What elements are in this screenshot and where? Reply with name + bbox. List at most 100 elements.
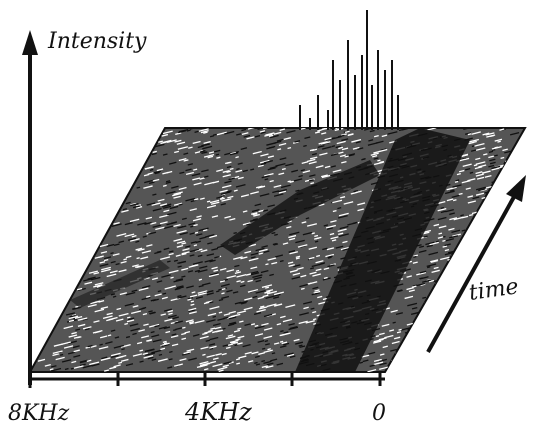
texture-stroke [265,263,269,266]
texture-stroke [219,267,227,271]
texture-stroke [191,291,196,294]
texture-stroke [127,317,135,321]
texture-stroke [152,178,160,182]
texture-stroke [266,146,274,150]
texture-stroke [308,161,317,165]
texture-stroke [236,280,241,283]
texture-stroke [152,224,162,228]
texture-stroke [174,287,181,291]
texture-stroke [145,216,153,220]
texture-stroke [191,264,197,267]
frequency-axis [28,372,385,388]
texture-stroke [173,363,183,367]
texture-stroke [337,134,345,138]
texture-stroke [110,293,115,296]
texture-stroke [221,198,232,202]
texture-stroke [257,164,264,168]
texture-stroke [313,290,321,294]
texture-stroke [467,195,474,198]
texture-stroke [109,366,117,370]
texture-stroke [330,219,337,223]
texture-stroke [101,356,108,360]
texture-stroke [257,128,262,131]
texture-stroke [274,233,278,236]
texture-stroke [234,264,240,268]
texture-stroke [372,155,378,158]
texture-stroke [99,263,109,267]
texture-stroke [295,189,300,192]
texture-stroke [271,352,276,355]
texture-stroke [225,161,230,165]
texture-stroke [484,175,492,178]
texture-stroke [289,269,298,273]
texture-stroke [204,259,214,263]
texture-stroke [197,269,208,273]
texture-stroke [246,223,251,226]
texture-stroke [233,231,237,235]
texture-stroke [255,363,261,366]
texture-stroke [497,140,501,143]
texture-stroke [373,161,384,166]
texture-stroke [426,266,431,269]
texture-stroke [373,358,382,363]
texture-stroke [236,310,247,314]
texture-stroke [276,323,282,326]
texture-stroke [220,197,225,201]
texture-stroke [252,218,258,221]
texture-stroke [357,202,366,206]
texture-stroke [331,145,336,148]
texture-stroke [269,134,279,139]
texture-stroke [485,132,495,136]
texture-stroke [491,165,501,170]
texture-stroke [144,179,155,184]
texture-stroke [281,168,286,171]
texture-stroke [139,349,144,352]
texture-stroke [199,360,209,365]
texture-stroke [168,269,179,274]
texture-stroke [271,231,276,235]
texture-stroke [452,253,463,258]
texture-stroke [320,262,326,265]
texture-stroke [223,316,229,320]
texture-stroke [220,283,230,287]
texture-stroke [321,146,332,150]
texture-stroke [296,267,304,270]
texture-stroke [267,348,271,351]
texture-stroke [202,353,206,356]
texture-stroke [197,254,203,258]
texture-stroke [167,366,173,369]
texture-stroke [204,330,212,334]
texture-stroke [216,196,222,199]
texture-stroke [329,232,335,236]
texture-stroke [299,312,309,316]
texture-stroke [234,271,242,275]
texture-stroke [418,249,427,254]
texture-stroke [252,295,258,299]
texture-stroke [431,269,440,273]
texture-stroke [378,337,387,341]
texture-stroke [451,194,460,198]
texture-stroke [502,148,508,152]
texture-stroke [291,275,302,280]
texture-stroke [151,152,157,156]
texture-stroke [499,128,505,131]
texture-stroke [207,312,217,317]
texture-stroke [267,204,275,208]
texture-stroke [357,147,364,150]
texture-stroke [317,295,323,299]
texture-stroke [240,147,248,150]
texture-stroke [202,332,208,336]
texture-stroke [242,222,251,226]
texture-stroke [204,181,215,186]
texture-stroke [423,235,428,238]
texture-stroke [194,269,201,273]
texture-stroke [309,271,317,275]
texture-stroke [202,145,213,150]
texture-stroke [140,256,149,260]
texture-stroke [141,306,147,310]
texture-stroke [193,182,202,186]
texture-stroke [173,329,177,332]
texture-stroke [303,301,313,305]
texture-stroke [473,140,477,143]
texture-stroke [381,134,388,138]
